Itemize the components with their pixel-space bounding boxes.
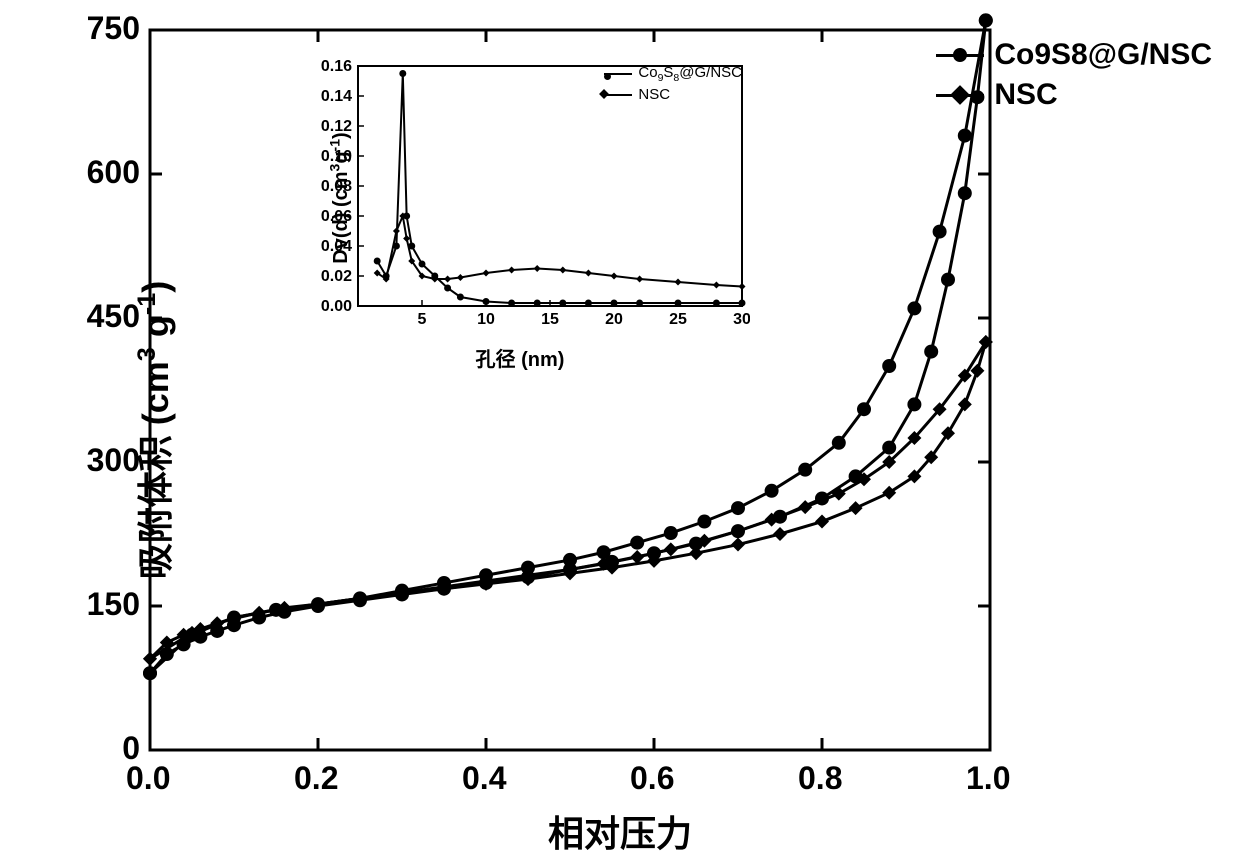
svg-text:0.00: 0.00 — [321, 298, 352, 315]
circle-marker-icon — [953, 48, 967, 62]
svg-text:5: 5 — [418, 311, 427, 328]
y-tick-label: 0 — [122, 730, 140, 767]
legend-marker-line — [936, 54, 984, 57]
x-tick-label: 1.0 — [966, 760, 1010, 797]
inset-legend: Co9S8@G/NSC NSC — [604, 64, 742, 105]
svg-text:0.02: 0.02 — [321, 268, 352, 285]
chart-container: 吸附体积 (cm3 g-1) 相对压力 Co9S8@G/NSC NSC 5101… — [0, 0, 1240, 859]
y-tick-label: 150 — [87, 586, 140, 623]
legend-item-nsc: NSC — [936, 78, 1212, 112]
legend-item-co9s8: Co9S8@G/NSC — [936, 38, 1212, 72]
circle-marker-icon — [604, 73, 611, 80]
legend-marker-line — [936, 94, 984, 97]
inset-y-axis-label: Dv(d) (cm3g-1) — [326, 132, 353, 263]
svg-text:0.16: 0.16 — [321, 58, 352, 75]
x-tick-label: 0.6 — [630, 760, 674, 797]
svg-text:15: 15 — [541, 311, 559, 328]
inset-legend-item-co9s8: Co9S8@G/NSC — [604, 64, 742, 84]
svg-text:30: 30 — [733, 311, 750, 328]
y-tick-label: 600 — [87, 154, 140, 191]
svg-text:25: 25 — [669, 311, 687, 328]
x-tick-label: 0.4 — [462, 760, 506, 797]
inset-legend-item-nsc: NSC — [604, 86, 742, 103]
svg-text:0.14: 0.14 — [321, 88, 352, 105]
x-tick-label: 0.8 — [798, 760, 842, 797]
inset-chart: 510152025300.000.020.040.060.080.100.120… — [290, 58, 750, 338]
inset-x-axis-label: 孔径 (nm) — [476, 343, 565, 372]
y-tick-label: 300 — [87, 442, 140, 479]
diamond-marker-icon — [950, 85, 970, 105]
y-tick-label: 750 — [87, 10, 140, 47]
x-axis-label: 相对压力 — [548, 805, 692, 857]
y-tick-label: 450 — [87, 298, 140, 335]
main-legend: Co9S8@G/NSC NSC — [936, 38, 1212, 118]
x-tick-label: 0.2 — [294, 760, 338, 797]
svg-text:20: 20 — [605, 311, 623, 328]
svg-text:10: 10 — [477, 311, 495, 328]
